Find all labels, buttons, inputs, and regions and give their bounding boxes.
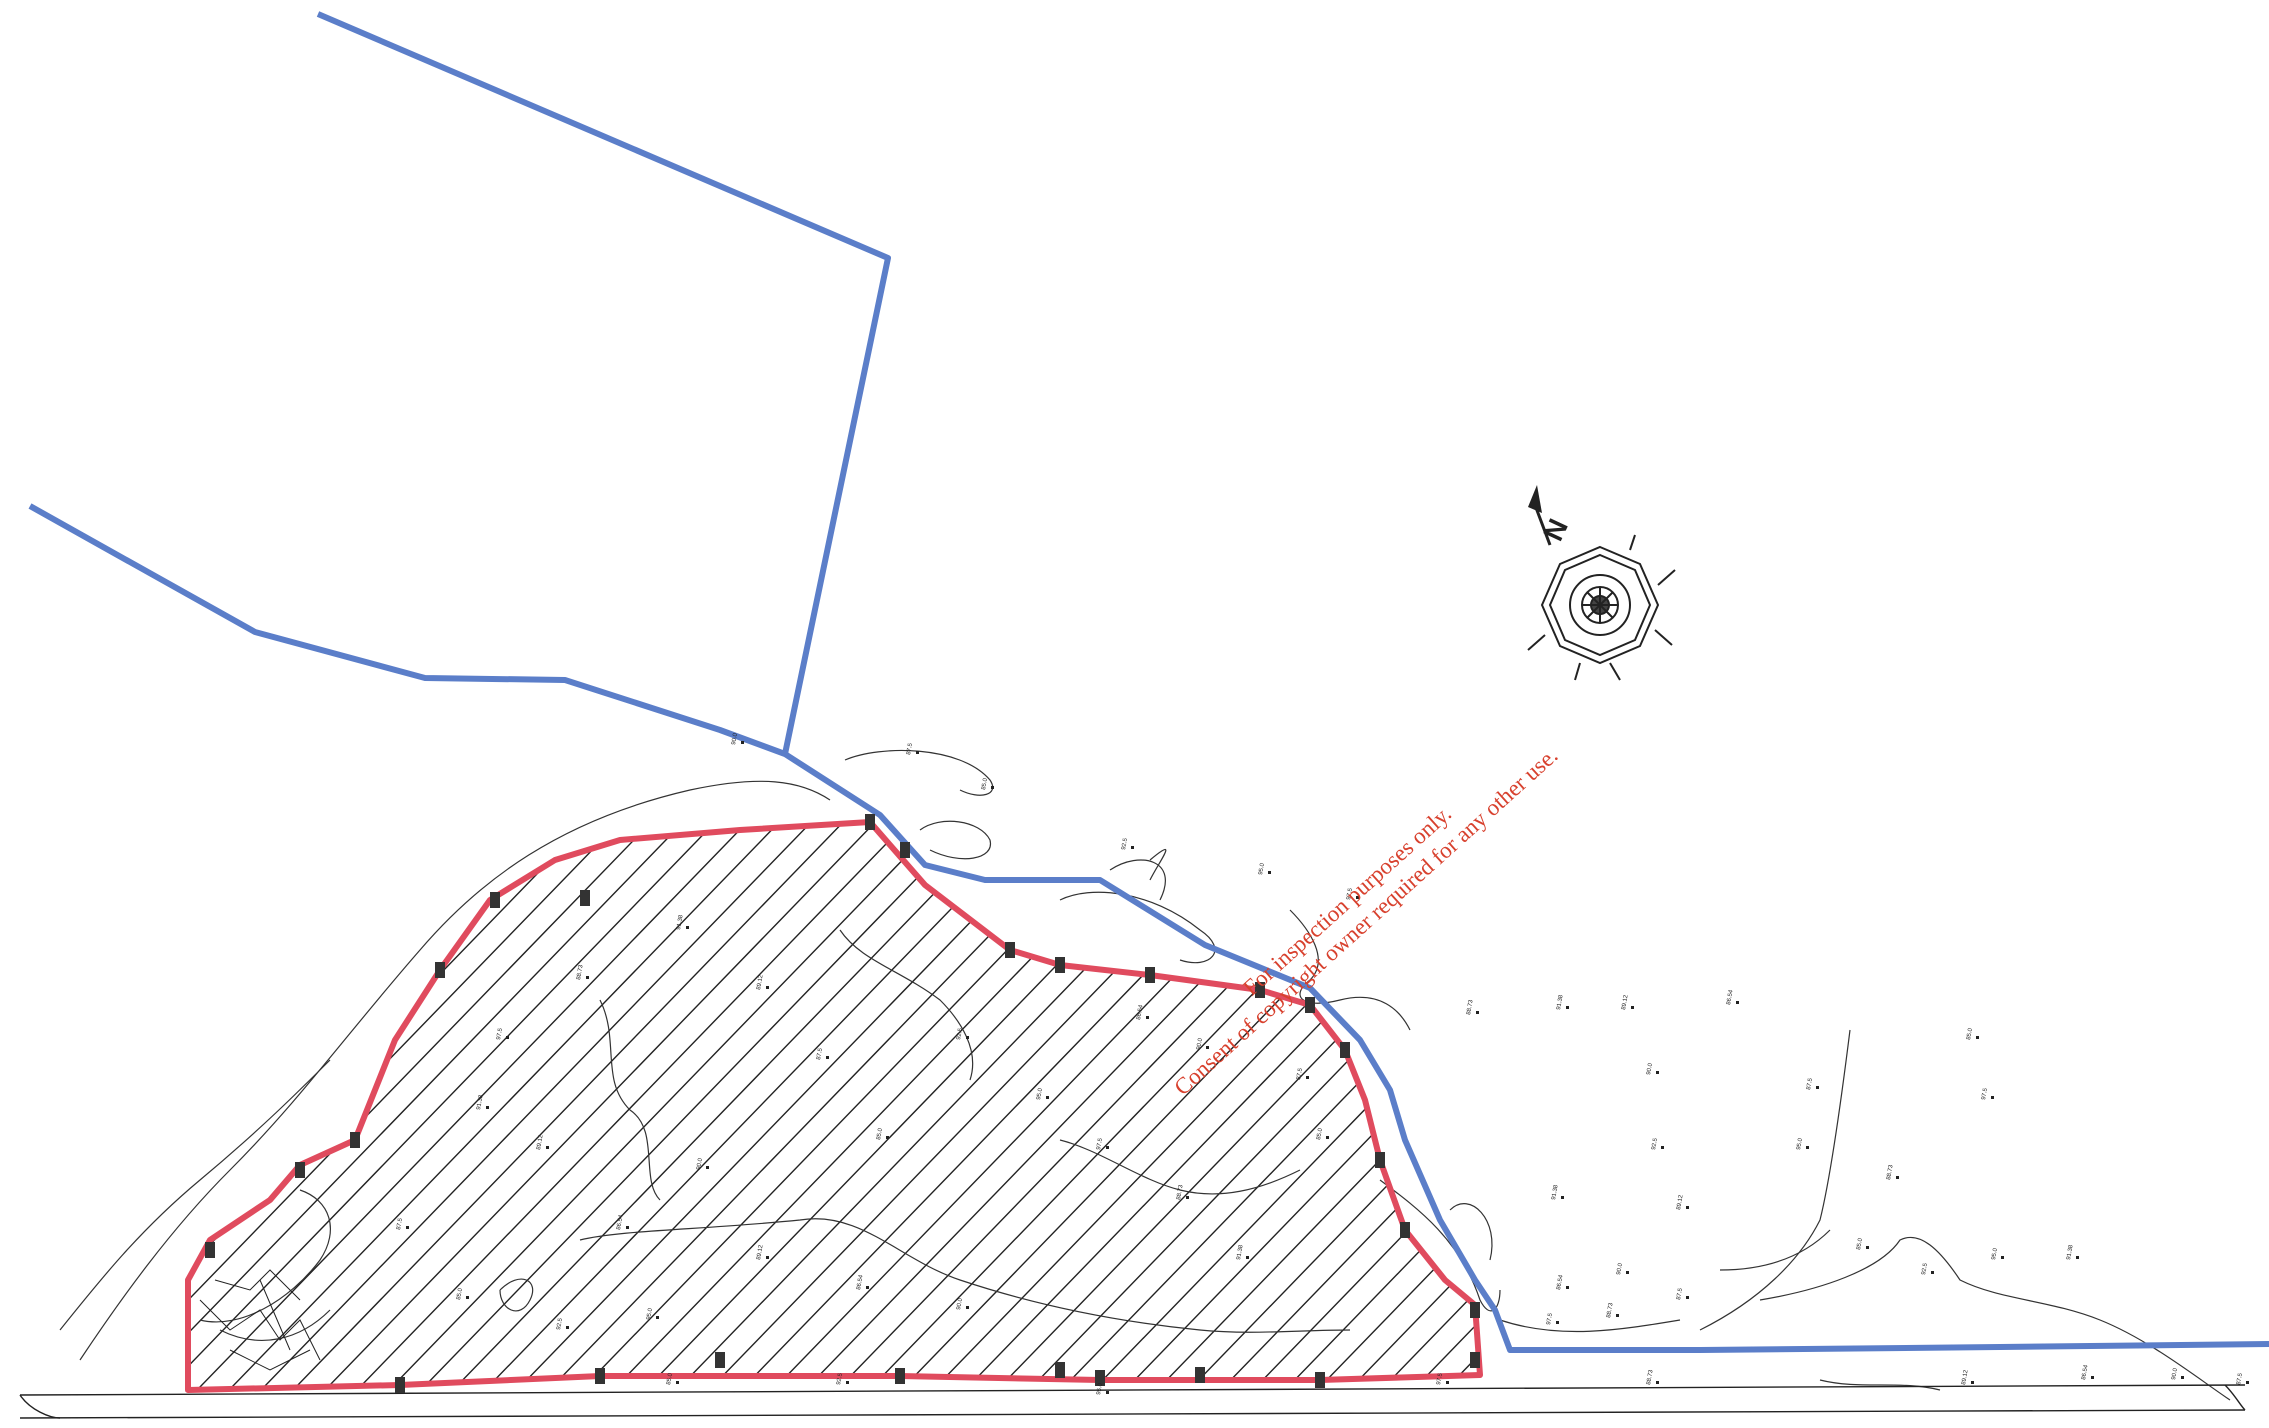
svg-text:87.5: 87.5 bbox=[906, 742, 914, 755]
svg-text:86.54: 86.54 bbox=[856, 1274, 865, 1290]
svg-text:89.12: 89.12 bbox=[1621, 994, 1630, 1010]
svg-text:89.12: 89.12 bbox=[1961, 1369, 1970, 1385]
svg-text:95.0: 95.0 bbox=[1258, 862, 1266, 875]
svg-text:91.38: 91.38 bbox=[1551, 1184, 1560, 1200]
svg-text:97.5: 97.5 bbox=[1981, 1087, 1989, 1100]
svg-text:85.0: 85.0 bbox=[666, 1372, 674, 1385]
site-boundary bbox=[185, 819, 1483, 1393]
svg-text:86.54: 86.54 bbox=[1726, 989, 1735, 1005]
svg-text:91.38: 91.38 bbox=[476, 1094, 485, 1110]
svg-text:86.54: 86.54 bbox=[1556, 1274, 1565, 1290]
svg-text:89.12: 89.12 bbox=[756, 1244, 765, 1260]
svg-text:97.5: 97.5 bbox=[1096, 1137, 1104, 1150]
svg-text:87.5: 87.5 bbox=[1676, 1287, 1684, 1300]
svg-text:87.5: 87.5 bbox=[1296, 1067, 1304, 1080]
north-arrow-icon: N bbox=[1527, 485, 1676, 681]
svg-text:90.0: 90.0 bbox=[1196, 1037, 1204, 1050]
road-edge-lines bbox=[19, 1384, 2246, 1419]
svg-text:89.12: 89.12 bbox=[756, 974, 765, 990]
svg-text:95.0: 95.0 bbox=[1096, 1382, 1104, 1395]
svg-text:90.0: 90.0 bbox=[956, 1297, 964, 1310]
svg-text:95.0: 95.0 bbox=[1796, 1137, 1804, 1150]
svg-text:91.38: 91.38 bbox=[676, 914, 685, 930]
svg-text:85.0: 85.0 bbox=[456, 1287, 464, 1300]
svg-text:92.5: 92.5 bbox=[836, 1372, 844, 1385]
svg-text:92.5: 92.5 bbox=[1121, 837, 1129, 850]
svg-text:86.54: 86.54 bbox=[1136, 1004, 1145, 1020]
svg-text:95.0: 95.0 bbox=[1036, 1087, 1044, 1100]
svg-text:90.0: 90.0 bbox=[696, 1157, 704, 1170]
vegetation-scribble bbox=[199, 1269, 321, 1371]
svg-text:97.5: 97.5 bbox=[1346, 887, 1354, 900]
svg-text:85.0: 85.0 bbox=[876, 1127, 884, 1140]
svg-text:88.73: 88.73 bbox=[1646, 1369, 1655, 1385]
svg-text:88.73: 88.73 bbox=[1466, 999, 1475, 1015]
spot-levels: 90.0 87.5 85.0 92.5 95.0 97.5 88.73 91.38 89.12 8… bbox=[396, 732, 2249, 1395]
svg-text:86.54: 86.54 bbox=[616, 1214, 625, 1230]
svg-text:90.0: 90.0 bbox=[2171, 1367, 2179, 1380]
svg-text:88.73: 88.73 bbox=[1606, 1302, 1615, 1318]
site-hatching bbox=[188, 822, 1480, 1390]
svg-text:91.38: 91.38 bbox=[2066, 1244, 2075, 1260]
ownership-boundary bbox=[28, 11, 2269, 1353]
svg-text:97.5: 97.5 bbox=[1546, 1312, 1554, 1325]
svg-text:89.12: 89.12 bbox=[1676, 1194, 1685, 1210]
svg-text:92.5: 92.5 bbox=[556, 1317, 564, 1330]
svg-text:92.5: 92.5 bbox=[1921, 1262, 1929, 1275]
svg-text:95.0: 95.0 bbox=[1991, 1247, 1999, 1260]
svg-text:87.5: 87.5 bbox=[2236, 1372, 2244, 1385]
svg-text:85.0: 85.0 bbox=[981, 777, 989, 790]
svg-text:87.5: 87.5 bbox=[1806, 1077, 1814, 1090]
svg-text:95.0: 95.0 bbox=[646, 1307, 654, 1320]
svg-text:91.38: 91.38 bbox=[1236, 1244, 1245, 1260]
boundary-survey-marks bbox=[205, 814, 1480, 1393]
svg-text:88.73: 88.73 bbox=[1886, 1164, 1895, 1180]
north-label: N bbox=[1537, 514, 1574, 545]
svg-text:85.0: 85.0 bbox=[1966, 1027, 1974, 1040]
svg-text:89.12: 89.12 bbox=[536, 1134, 545, 1150]
svg-text:85.0: 85.0 bbox=[1316, 1127, 1324, 1140]
svg-text:88.73: 88.73 bbox=[576, 964, 585, 980]
svg-text:97.5: 97.5 bbox=[1436, 1372, 1444, 1385]
svg-text:87.5: 87.5 bbox=[396, 1217, 404, 1230]
svg-text:85.0: 85.0 bbox=[1856, 1237, 1864, 1250]
svg-text:97.5: 97.5 bbox=[496, 1027, 504, 1040]
svg-text:88.73: 88.73 bbox=[1176, 1184, 1185, 1200]
svg-text:87.5: 87.5 bbox=[816, 1047, 824, 1060]
svg-text:90.0: 90.0 bbox=[1646, 1062, 1654, 1075]
svg-text:92.5: 92.5 bbox=[1651, 1137, 1659, 1150]
svg-text:90.0: 90.0 bbox=[1616, 1262, 1624, 1275]
svg-text:90.0: 90.0 bbox=[731, 732, 739, 745]
svg-text:91.38: 91.38 bbox=[1556, 994, 1565, 1010]
svg-text:86.54: 86.54 bbox=[2081, 1364, 2090, 1380]
svg-text:92.5: 92.5 bbox=[956, 1027, 964, 1040]
contour-lines bbox=[59, 749, 2231, 1401]
